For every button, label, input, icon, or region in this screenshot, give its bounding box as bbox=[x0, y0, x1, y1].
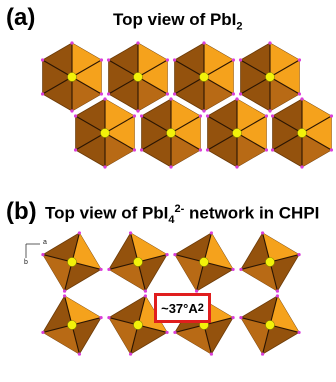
octahedron-1-3 bbox=[270, 97, 334, 169]
pore-area-annotation: ~37°A 2 bbox=[154, 293, 211, 323]
octahedron-1-2 bbox=[205, 97, 269, 169]
octahedron-0-0 bbox=[40, 41, 104, 113]
octahedron-0-2 bbox=[172, 41, 236, 113]
octahedron-0-3 bbox=[238, 41, 302, 113]
network-octahedron-1-1 bbox=[107, 294, 169, 356]
octahedron-1-1 bbox=[139, 97, 203, 169]
network-octahedron-1-0 bbox=[41, 294, 103, 356]
octahedron-0-1 bbox=[106, 41, 170, 113]
panel-a-label: (a) bbox=[6, 4, 36, 31]
pbi4-network-layer bbox=[41, 231, 301, 356]
panel-a-title: Top view of PbI2 bbox=[113, 10, 243, 33]
network-octahedron-0-0 bbox=[41, 231, 103, 293]
axis-indicator-icon bbox=[25, 243, 40, 258]
network-octahedron-0-2 bbox=[173, 231, 235, 293]
network-octahedron-0-1 bbox=[107, 231, 169, 293]
panel-b-label: (b) bbox=[6, 198, 37, 225]
network-octahedron-0-3 bbox=[239, 231, 301, 293]
axis-label-a: a bbox=[43, 239, 47, 246]
axis-label-b: b bbox=[24, 259, 28, 266]
pbi2-octahedra-layer bbox=[40, 41, 334, 169]
network-octahedron-1-3 bbox=[239, 294, 301, 356]
octahedron-1-0 bbox=[73, 97, 137, 169]
panel-b-title: Top view of PbI42- network in CHPI bbox=[45, 203, 320, 227]
